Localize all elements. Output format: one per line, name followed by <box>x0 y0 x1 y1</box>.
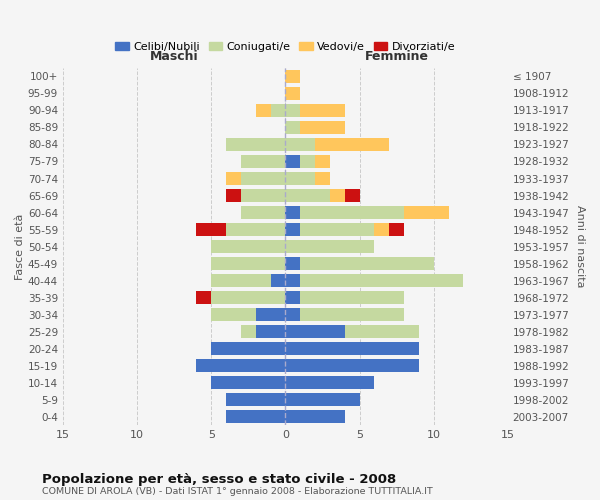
Bar <box>286 393 359 406</box>
Bar <box>241 206 286 219</box>
Y-axis label: Anni di nascita: Anni di nascita <box>575 206 585 288</box>
Bar <box>241 155 286 168</box>
Bar <box>286 308 300 321</box>
Bar <box>315 155 330 168</box>
Bar <box>271 104 286 117</box>
Bar <box>300 104 344 117</box>
Bar <box>196 223 226 236</box>
Bar <box>286 104 300 117</box>
Bar <box>344 189 359 202</box>
Bar <box>211 257 286 270</box>
Bar <box>286 274 300 287</box>
Text: Popolazione per età, sesso e stato civile - 2008: Popolazione per età, sesso e stato civil… <box>42 472 396 486</box>
Bar <box>286 172 315 185</box>
Bar <box>256 104 271 117</box>
Bar <box>211 240 286 253</box>
Text: COMUNE DI AROLA (VB) - Dati ISTAT 1° gennaio 2008 - Elaborazione TUTTITALIA.IT: COMUNE DI AROLA (VB) - Dati ISTAT 1° gen… <box>42 488 433 496</box>
Bar <box>286 155 300 168</box>
Bar <box>286 376 374 389</box>
Bar <box>286 189 330 202</box>
Bar <box>330 189 344 202</box>
Bar <box>300 257 434 270</box>
Bar <box>286 223 300 236</box>
Bar <box>374 223 389 236</box>
Bar <box>241 172 286 185</box>
Y-axis label: Fasce di età: Fasce di età <box>15 214 25 280</box>
Bar <box>211 274 271 287</box>
Bar <box>286 359 419 372</box>
Bar <box>315 138 389 151</box>
Bar <box>286 325 344 338</box>
Bar <box>300 223 374 236</box>
Bar <box>389 223 404 236</box>
Bar <box>286 257 300 270</box>
Bar <box>256 308 286 321</box>
Bar <box>300 308 404 321</box>
Bar <box>300 121 344 134</box>
Bar <box>271 274 286 287</box>
Bar <box>300 155 315 168</box>
Bar <box>196 291 211 304</box>
Bar <box>286 138 315 151</box>
Bar <box>226 138 286 151</box>
Bar <box>226 393 286 406</box>
Bar <box>404 206 449 219</box>
Bar <box>286 410 344 423</box>
Text: Maschi: Maschi <box>150 50 199 63</box>
Bar <box>226 410 286 423</box>
Legend: Celibi/Nubili, Coniugati/e, Vedovi/e, Divorziati/e: Celibi/Nubili, Coniugati/e, Vedovi/e, Di… <box>111 38 460 56</box>
Bar <box>256 325 286 338</box>
Bar <box>196 359 286 372</box>
Bar <box>241 325 256 338</box>
Bar <box>211 342 286 355</box>
Bar <box>344 325 419 338</box>
Bar <box>286 121 300 134</box>
Bar <box>286 206 300 219</box>
Bar <box>226 223 286 236</box>
Bar <box>286 240 374 253</box>
Bar <box>300 274 463 287</box>
Bar <box>211 291 286 304</box>
Bar <box>226 172 241 185</box>
Bar <box>211 308 256 321</box>
Text: Femmine: Femmine <box>365 50 428 63</box>
Bar <box>286 70 300 83</box>
Bar <box>241 189 286 202</box>
Bar <box>300 206 404 219</box>
Bar <box>286 342 419 355</box>
Bar <box>211 376 286 389</box>
Bar <box>286 291 300 304</box>
Bar <box>286 87 300 100</box>
Bar <box>226 189 241 202</box>
Bar <box>300 291 404 304</box>
Bar <box>315 172 330 185</box>
